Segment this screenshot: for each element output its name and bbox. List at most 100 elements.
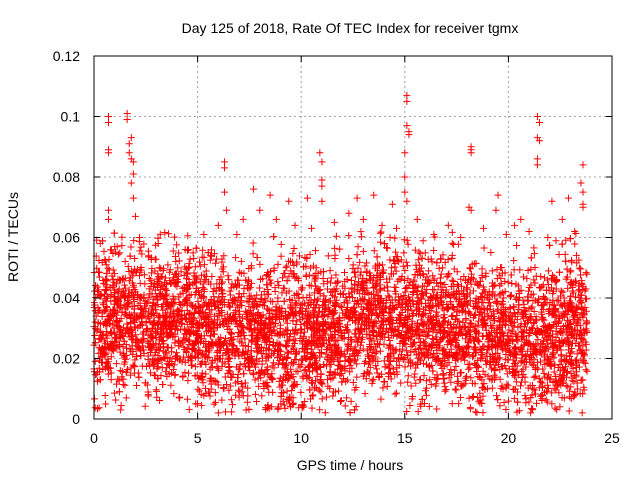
data-point [232,254,240,262]
data-point [528,324,536,332]
data-point [207,323,215,331]
data-point [122,355,130,363]
data-point [437,270,445,278]
data-point [408,307,416,315]
data-point [234,377,242,385]
data-point [338,334,346,342]
data-point [370,295,378,303]
data-point [121,258,129,266]
data-point [190,269,198,277]
data-point [179,373,187,381]
data-point [543,387,551,395]
data-point [235,386,243,394]
data-point [134,369,142,377]
data-point [531,279,539,287]
data-point [115,377,123,385]
data-point [140,328,148,336]
data-point [155,347,163,355]
data-point [442,386,450,394]
data-point [244,312,252,320]
data-point [271,319,279,327]
data-point [326,384,334,392]
data-point [387,270,395,278]
data-point [502,365,510,373]
data-point [568,325,576,333]
data-point [558,394,566,402]
data-point [107,369,115,377]
data-point [467,265,475,273]
data-point [520,273,528,281]
data-point [182,347,190,355]
data-point [171,233,179,241]
data-point [306,250,314,258]
data-point [383,244,391,252]
data-point [357,228,365,236]
data-point [195,309,203,317]
data-point [465,394,473,402]
data-point [550,273,558,281]
data-point [520,332,528,340]
data-point [331,244,339,252]
data-point [161,318,169,326]
data-point [287,301,295,309]
data-point [471,359,479,367]
data-point [533,351,541,359]
data-point [181,315,189,323]
data-point [543,276,551,284]
data-point [233,363,241,371]
data-point [310,272,318,280]
data-point [157,264,165,272]
data-point [370,273,378,281]
data-point [520,358,528,366]
data-point [201,276,209,284]
data-point [377,285,385,293]
data-point [293,290,301,298]
data-point [138,250,146,258]
data-point [128,332,136,340]
data-point [510,343,518,351]
data-point [524,384,532,392]
data-point [226,303,234,311]
data-point [394,300,402,308]
data-point [518,373,526,381]
data-point [377,330,385,338]
data-point [424,255,432,263]
data-point [285,336,293,344]
data-point [422,377,430,385]
data-point [338,303,346,311]
data-point [120,292,128,300]
data-point [368,379,376,387]
data-point [150,371,158,379]
data-point [355,326,363,334]
data-point [506,346,514,354]
data-point [191,263,199,271]
data-point [448,239,456,247]
data-point [332,232,340,240]
data-point [273,353,281,361]
data-point [129,269,137,277]
data-point [282,342,290,350]
data-point [350,269,358,277]
data-point [341,402,349,410]
data-point [103,341,111,349]
data-point [295,361,303,369]
data-point [521,338,529,346]
data-point [508,280,516,288]
data-point [270,266,278,274]
data-point [457,275,465,283]
data-point [350,308,358,316]
data-point [334,336,342,344]
data-point [331,287,339,295]
data-point [214,409,222,417]
data-point [419,337,427,345]
data-point [480,321,488,329]
data-point [570,316,578,324]
data-point [430,291,438,299]
data-point [195,387,203,395]
data-point [416,376,424,384]
data-point [245,405,253,413]
data-point [144,247,152,255]
data-point [439,370,447,378]
data-point [107,328,115,336]
data-point [116,317,124,325]
